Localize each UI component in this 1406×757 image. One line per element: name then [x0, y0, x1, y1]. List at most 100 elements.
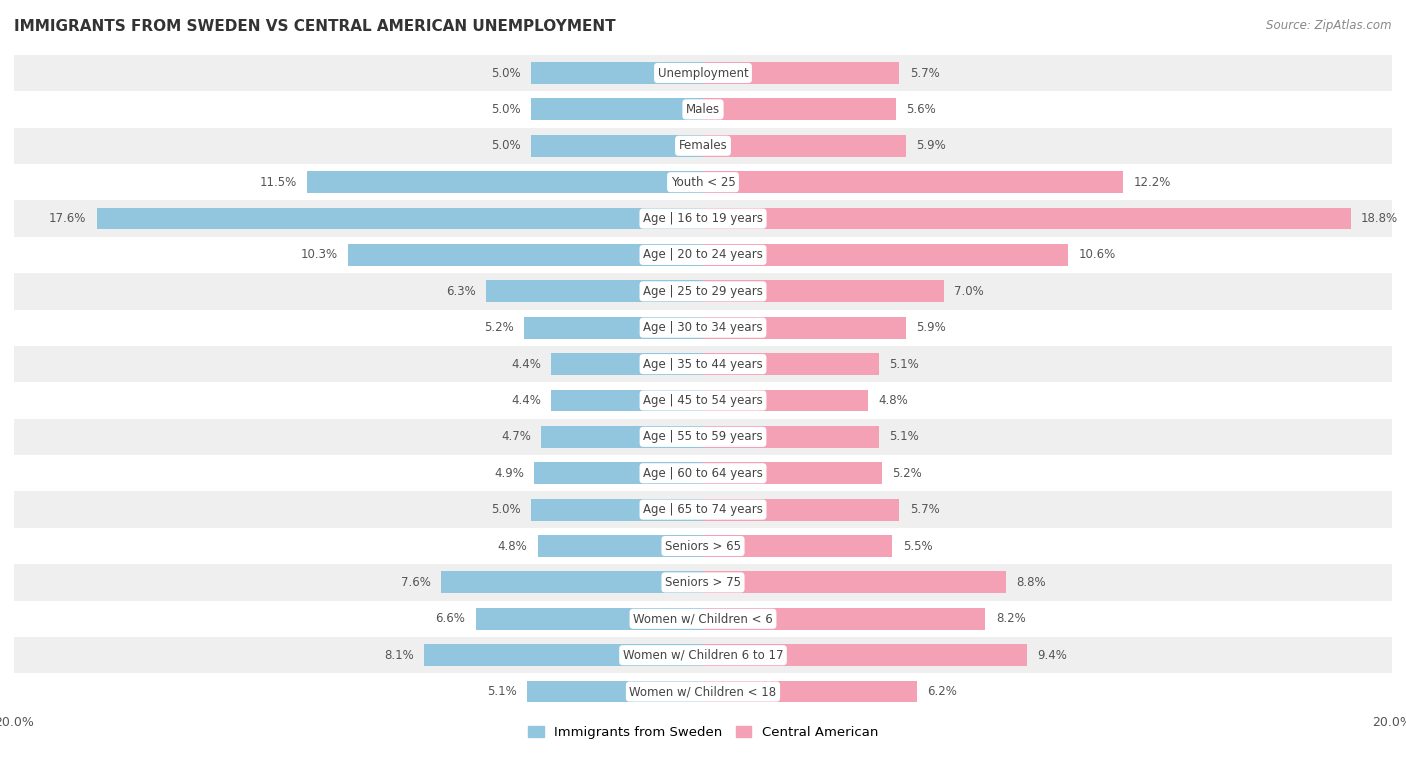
Bar [703, 463, 882, 484]
Text: Age | 30 to 34 years: Age | 30 to 34 years [643, 321, 763, 334]
Bar [14, 273, 1392, 310]
Text: Females: Females [679, 139, 727, 152]
Bar [307, 171, 703, 193]
Bar [14, 91, 1392, 128]
Text: 6.6%: 6.6% [436, 612, 465, 625]
Bar [703, 608, 986, 630]
Bar [703, 171, 1123, 193]
Bar [14, 564, 1392, 600]
Text: Seniors > 65: Seniors > 65 [665, 540, 741, 553]
Bar [14, 419, 1392, 455]
Text: 5.0%: 5.0% [491, 139, 520, 152]
Bar [14, 128, 1392, 164]
Text: 4.8%: 4.8% [498, 540, 527, 553]
Text: 6.2%: 6.2% [927, 685, 956, 698]
Text: Source: ZipAtlas.com: Source: ZipAtlas.com [1267, 19, 1392, 32]
Text: 5.2%: 5.2% [893, 467, 922, 480]
Bar [703, 390, 869, 411]
Bar [14, 310, 1392, 346]
Bar [703, 98, 896, 120]
Text: 5.1%: 5.1% [488, 685, 517, 698]
Bar [703, 426, 879, 448]
Text: 4.7%: 4.7% [501, 431, 531, 444]
Text: 5.1%: 5.1% [889, 431, 918, 444]
Text: 4.9%: 4.9% [494, 467, 524, 480]
Text: 5.0%: 5.0% [491, 103, 520, 116]
Bar [703, 244, 1069, 266]
Text: Youth < 25: Youth < 25 [671, 176, 735, 188]
Bar [527, 681, 703, 702]
Bar [703, 572, 1007, 593]
Text: Unemployment: Unemployment [658, 67, 748, 79]
Bar [14, 674, 1392, 710]
Text: Women w/ Children 6 to 17: Women w/ Children 6 to 17 [623, 649, 783, 662]
Text: 4.4%: 4.4% [512, 357, 541, 371]
Text: 4.4%: 4.4% [512, 394, 541, 407]
Text: 17.6%: 17.6% [49, 212, 86, 225]
Bar [349, 244, 703, 266]
Text: 5.9%: 5.9% [917, 321, 946, 334]
Text: 5.6%: 5.6% [907, 103, 936, 116]
Bar [531, 62, 703, 84]
Text: 5.7%: 5.7% [910, 503, 939, 516]
Bar [14, 237, 1392, 273]
Text: Age | 20 to 24 years: Age | 20 to 24 years [643, 248, 763, 261]
Bar [534, 463, 703, 484]
Bar [14, 600, 1392, 637]
Text: Age | 60 to 64 years: Age | 60 to 64 years [643, 467, 763, 480]
Bar [537, 535, 703, 557]
Text: Age | 16 to 19 years: Age | 16 to 19 years [643, 212, 763, 225]
Bar [531, 98, 703, 120]
Bar [14, 455, 1392, 491]
Text: 18.8%: 18.8% [1361, 212, 1398, 225]
Text: Age | 35 to 44 years: Age | 35 to 44 years [643, 357, 763, 371]
Bar [703, 644, 1026, 666]
Text: Males: Males [686, 103, 720, 116]
Bar [531, 135, 703, 157]
Text: Age | 25 to 29 years: Age | 25 to 29 years [643, 285, 763, 298]
Bar [551, 354, 703, 375]
Bar [703, 280, 945, 302]
Legend: Immigrants from Sweden, Central American: Immigrants from Sweden, Central American [523, 721, 883, 744]
Text: IMMIGRANTS FROM SWEDEN VS CENTRAL AMERICAN UNEMPLOYMENT: IMMIGRANTS FROM SWEDEN VS CENTRAL AMERIC… [14, 19, 616, 34]
Text: 12.2%: 12.2% [1133, 176, 1171, 188]
Bar [703, 535, 893, 557]
Bar [551, 390, 703, 411]
Text: 7.0%: 7.0% [955, 285, 984, 298]
Bar [14, 55, 1392, 91]
Text: Women w/ Children < 18: Women w/ Children < 18 [630, 685, 776, 698]
Bar [97, 207, 703, 229]
Text: 5.5%: 5.5% [903, 540, 932, 553]
Bar [703, 62, 900, 84]
Text: 11.5%: 11.5% [259, 176, 297, 188]
Bar [524, 316, 703, 338]
Text: 8.8%: 8.8% [1017, 576, 1046, 589]
Text: 6.3%: 6.3% [446, 285, 475, 298]
Text: Age | 45 to 54 years: Age | 45 to 54 years [643, 394, 763, 407]
Bar [14, 346, 1392, 382]
Bar [703, 681, 917, 702]
Bar [441, 572, 703, 593]
Bar [14, 491, 1392, 528]
Bar [14, 528, 1392, 564]
Bar [14, 201, 1392, 237]
Bar [475, 608, 703, 630]
Bar [703, 135, 907, 157]
Text: 7.6%: 7.6% [401, 576, 430, 589]
Bar [541, 426, 703, 448]
Text: Age | 65 to 74 years: Age | 65 to 74 years [643, 503, 763, 516]
Text: 8.1%: 8.1% [384, 649, 413, 662]
Bar [531, 499, 703, 521]
Text: 5.7%: 5.7% [910, 67, 939, 79]
Text: 5.9%: 5.9% [917, 139, 946, 152]
Text: 8.2%: 8.2% [995, 612, 1025, 625]
Text: 5.0%: 5.0% [491, 67, 520, 79]
Text: Women w/ Children < 6: Women w/ Children < 6 [633, 612, 773, 625]
Text: Seniors > 75: Seniors > 75 [665, 576, 741, 589]
Text: 5.2%: 5.2% [484, 321, 513, 334]
Bar [703, 354, 879, 375]
Text: 10.3%: 10.3% [301, 248, 337, 261]
Text: 9.4%: 9.4% [1038, 649, 1067, 662]
Bar [14, 382, 1392, 419]
Text: 5.0%: 5.0% [491, 503, 520, 516]
